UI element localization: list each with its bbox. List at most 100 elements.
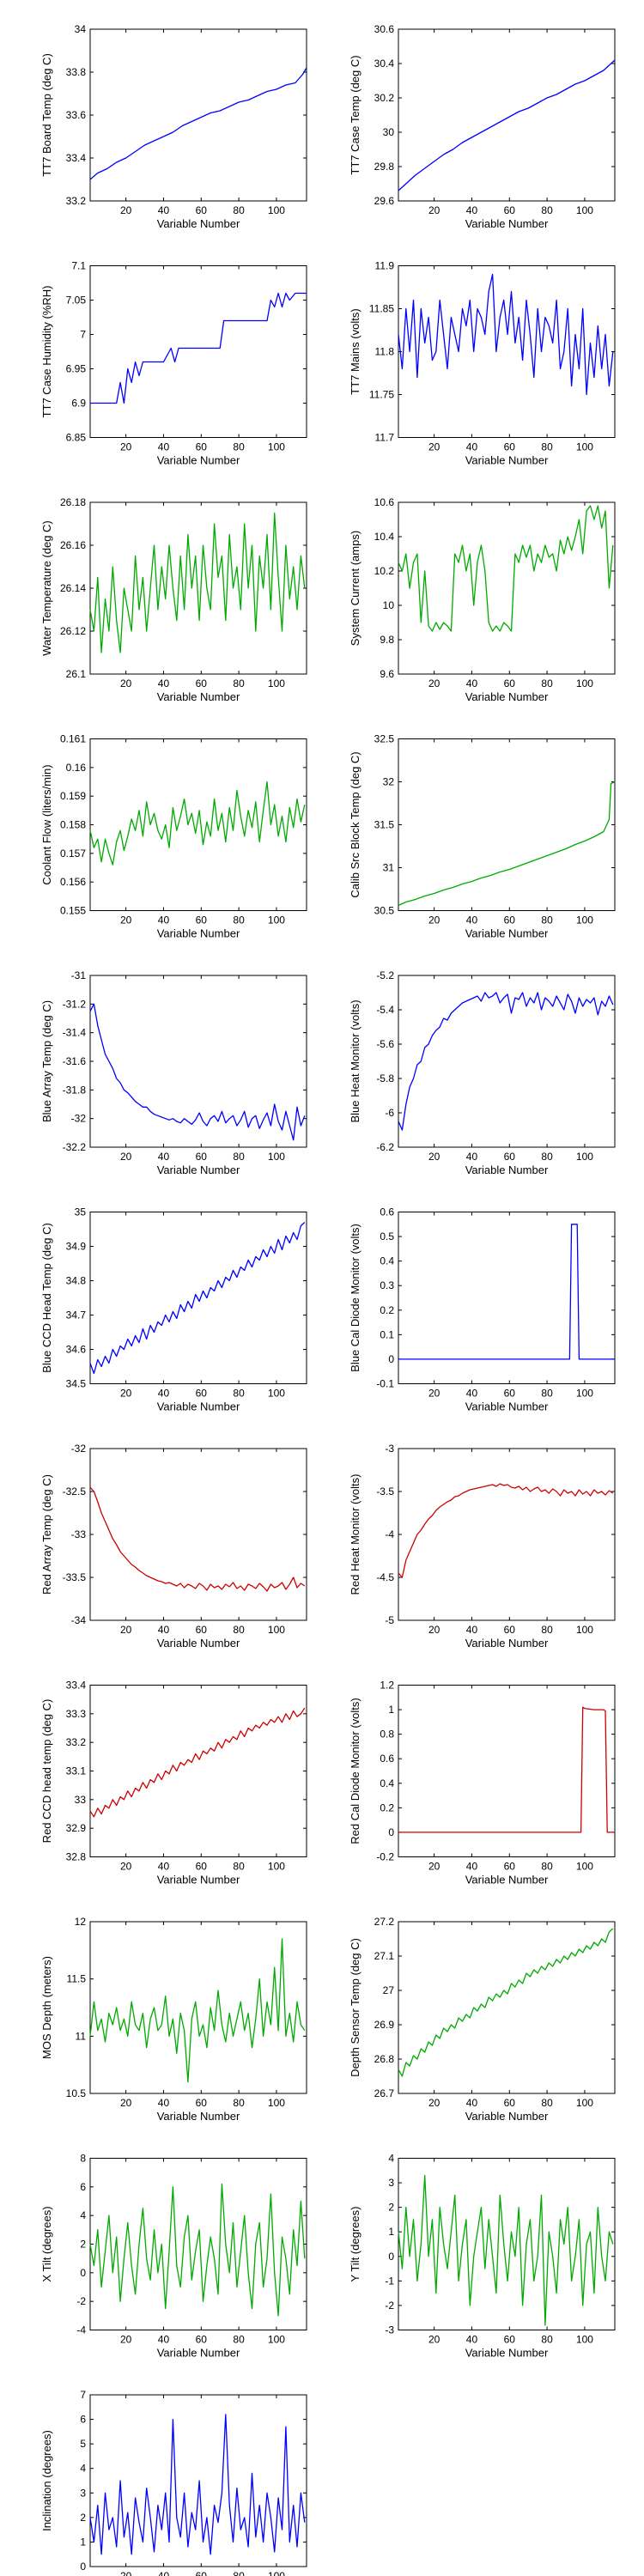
chart-panel: 20 40 60 80 100 10.5 11 11.5 12 Variable Number MO… <box>40 1916 307 2123</box>
y-axis-label: Blue Array Temp (deg C) <box>40 1000 53 1122</box>
y-tick-label: 0.4 <box>380 1255 394 1267</box>
y-tick-label: 33.6 <box>66 109 87 121</box>
y-tick-label: 0.159 <box>60 790 86 802</box>
chart-panel: 20 40 60 80 100 -4 -2 0 2 4 6 8 Variable Number X Til… <box>40 2153 307 2360</box>
y-tick-label: 26.16 <box>60 539 86 551</box>
y-tick-label: 35 <box>75 1206 87 1218</box>
y-tick-label: 0.158 <box>60 819 86 831</box>
plot-frame <box>398 1448 616 1621</box>
y-axis-label: MOS Depth (meters) <box>40 1956 53 2059</box>
y-tick-label: 33.2 <box>66 1736 87 1748</box>
chart-panel: 20 40 60 80 100 -34 -33.5 -33 -32.5 -32 Variable N… <box>40 1443 307 1649</box>
y-tick-label: 26.14 <box>60 582 86 594</box>
y-tick-label: 3 <box>388 2177 394 2189</box>
y-tick-label: 0.6 <box>380 1206 394 1218</box>
x-tick-label: 100 <box>268 914 285 927</box>
y-tick-label: -5.4 <box>376 1004 394 1016</box>
plot-frame <box>89 738 307 911</box>
y-tick-label: 26.8 <box>374 2053 395 2065</box>
y-tick-label: 2 <box>80 2239 86 2251</box>
x-tick-label: 20 <box>120 1624 132 1636</box>
plot-frame <box>398 738 616 911</box>
plot-frame <box>89 1685 307 1857</box>
chart-panel: 20 40 60 80 100 -3 -2 -1 0 1 2 3 4 Variable Number Y T… <box>349 2153 616 2360</box>
x-tick-label: 40 <box>466 1624 478 1636</box>
y-tick-label: -1 <box>385 2275 394 2287</box>
y-tick-label: -3 <box>385 1443 394 1455</box>
x-tick-label: 20 <box>428 914 440 927</box>
x-tick-label: 40 <box>466 2097 478 2109</box>
x-axis-label: Variable Number <box>157 690 240 703</box>
y-tick-label: -4.5 <box>376 1571 394 1583</box>
plot-frame <box>398 28 616 202</box>
x-tick-label: 100 <box>576 1861 593 1873</box>
y-tick-label: -31.4 <box>63 1027 87 1039</box>
y-tick-label: 11.85 <box>369 303 394 315</box>
x-tick-label: 80 <box>233 2097 245 2109</box>
x-tick-label: 20 <box>428 1388 440 1400</box>
x-tick-label: 20 <box>120 441 132 453</box>
x-tick-label: 60 <box>504 204 516 216</box>
x-axis-label: Variable Number <box>465 690 549 703</box>
x-tick-label: 80 <box>233 914 245 927</box>
y-tick-label: 30.6 <box>374 23 395 35</box>
chart-panel: 20 40 60 80 100 6.85 6.9 6.95 7 7.05 7.1 Variable N… <box>40 260 307 467</box>
y-tick-label: 29.6 <box>374 195 395 207</box>
plot-frame <box>398 975 616 1148</box>
y-tick-label: 7.1 <box>71 260 86 272</box>
y-tick-label: 0.1 <box>380 1328 394 1340</box>
x-tick-label: 60 <box>196 2570 208 2576</box>
x-tick-label: 60 <box>196 2097 208 2109</box>
y-axis-label: Red CCD head temp (deg C) <box>40 1699 53 1844</box>
chart-panel: 20 40 60 80 100 29.6 29.8 30 30.2 30.4 30.6 Variabl… <box>349 23 616 230</box>
y-tick-label: 11.7 <box>375 432 395 444</box>
x-axis-label: Variable Number <box>465 454 549 467</box>
series-line <box>398 1483 614 1578</box>
x-tick-label: 80 <box>541 204 553 216</box>
x-tick-label: 60 <box>504 1388 516 1400</box>
y-axis-label: Red Array Temp (deg C) <box>40 1474 53 1595</box>
x-tick-label: 80 <box>233 677 245 690</box>
x-tick-label: 20 <box>120 1861 132 1873</box>
y-tick-label: 32.9 <box>66 1822 87 1834</box>
y-tick-label: 0 <box>80 2561 86 2573</box>
y-tick-label: 33.8 <box>66 66 87 78</box>
plot-frame <box>89 1448 307 1621</box>
y-tick-label: 30.4 <box>374 58 395 70</box>
y-tick-label: 10 <box>383 599 395 611</box>
y-axis-label: Red Cal Diode Monitor (volts) <box>349 1698 361 1844</box>
x-axis-label: Variable Number <box>157 1163 240 1176</box>
x-tick-label: 40 <box>158 2334 170 2346</box>
x-tick-label: 100 <box>268 1624 285 1636</box>
y-axis-label: TT7 Board Temp (deg C) <box>40 53 53 177</box>
x-tick-label: 80 <box>233 441 245 453</box>
y-tick-label: 30.5 <box>374 905 395 917</box>
x-tick-label: 60 <box>196 204 208 216</box>
x-axis-label: Variable Number <box>157 927 240 940</box>
x-tick-label: 60 <box>504 2334 516 2346</box>
y-axis-label: Blue CCD Head Temp (deg C) <box>40 1223 53 1373</box>
x-axis-label: Variable Number <box>465 2347 549 2360</box>
x-tick-label: 60 <box>504 2097 516 2109</box>
x-tick-label: 100 <box>268 677 285 690</box>
series-line <box>398 59 616 191</box>
y-tick-label: 0.161 <box>60 733 86 745</box>
x-tick-label: 40 <box>466 1861 478 1873</box>
plot-frame <box>89 501 307 675</box>
y-tick-label: 30.2 <box>374 92 395 104</box>
y-tick-label: 27.2 <box>374 1916 395 1928</box>
y-tick-label: 6 <box>80 2181 86 2193</box>
series-line <box>398 1928 614 2077</box>
x-tick-label: 60 <box>196 1151 208 1163</box>
x-tick-label: 20 <box>120 2097 132 2109</box>
chart-panel: 20 40 60 80 100 11.7 11.75 11.8 11.85 11.9 Variabl… <box>349 260 616 467</box>
y-tick-label: 26.9 <box>374 2019 395 2031</box>
x-tick-label: 20 <box>428 204 440 216</box>
y-tick-label: 34.8 <box>66 1275 87 1287</box>
x-tick-label: 80 <box>541 1151 553 1163</box>
chart-panel: 20 40 60 80 100 -6.2 -6 -5.8 -5.6 -5.4 -5.2 Variabl… <box>349 969 616 1176</box>
x-tick-label: 60 <box>196 1388 208 1400</box>
x-tick-label: 80 <box>541 914 553 927</box>
y-tick-label: 33.3 <box>66 1708 87 1720</box>
x-tick-label: 40 <box>158 1388 170 1400</box>
